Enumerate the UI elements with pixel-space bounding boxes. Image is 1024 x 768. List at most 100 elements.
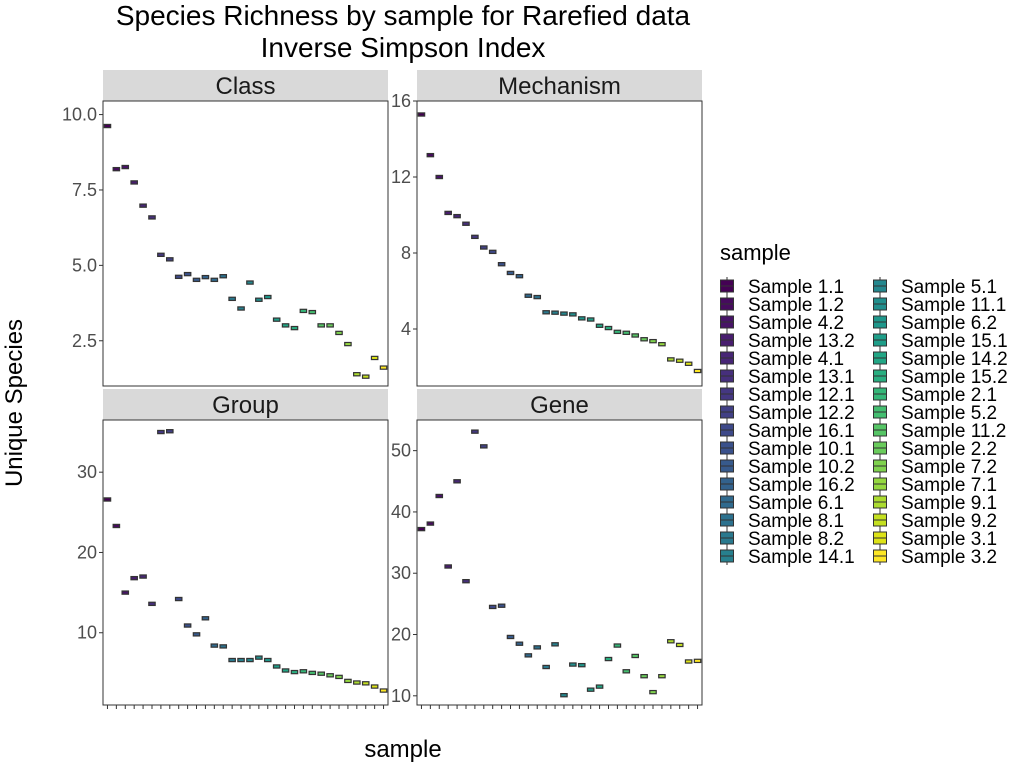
legend-label: Sample 5.1 xyxy=(901,277,997,298)
box-sample-3-2 xyxy=(379,365,388,370)
legend-label: Sample 4.1 xyxy=(748,349,844,370)
box-sample-6-2 xyxy=(577,662,586,668)
box-sample-15-1 xyxy=(272,317,281,322)
legend-label: Sample 15.2 xyxy=(901,367,1008,388)
y-tick-label: 4 xyxy=(401,319,411,339)
box-sample-15-1 xyxy=(586,317,595,322)
y-tick-label: 40 xyxy=(391,502,411,522)
box-sample-15-1 xyxy=(586,687,595,692)
box-sample-16-2 xyxy=(515,641,524,646)
box-sample-13-1 xyxy=(462,221,470,226)
box-sample-5-2 xyxy=(308,309,317,315)
box-sample-8-1 xyxy=(219,644,228,649)
box-sample-4-2 xyxy=(121,590,130,595)
box-sample-5-2 xyxy=(622,330,631,336)
strip-background xyxy=(103,70,388,101)
box-sample-5-1 xyxy=(560,311,568,316)
legend-item: Sample 1.2 xyxy=(720,295,844,316)
y-tick-label: 30 xyxy=(77,462,97,482)
box-sample-12-1 xyxy=(157,429,165,435)
y-tick-label: 10 xyxy=(391,686,411,706)
box-sample-4-1 xyxy=(453,213,461,219)
y-tick-label: 50 xyxy=(391,441,411,461)
strip-label: Mechanism xyxy=(498,73,621,100)
box-sample-2-2 xyxy=(326,673,334,678)
legend-item: Sample 8.1 xyxy=(720,511,844,532)
box-sample-6-2 xyxy=(577,316,586,321)
box-sample-7-1 xyxy=(344,678,352,684)
legend-item: Sample 12.1 xyxy=(720,385,855,406)
box-sample-2-2 xyxy=(640,673,648,679)
box-sample-8-2 xyxy=(228,657,236,663)
legend-label: Sample 3.2 xyxy=(901,547,997,568)
legend-item: Sample 16.2 xyxy=(720,475,855,496)
legend-item: Sample 11.1 xyxy=(873,295,1006,316)
box-sample-6-2 xyxy=(263,657,272,663)
legend-item: Sample 14.2 xyxy=(873,349,1008,370)
panel-area xyxy=(416,100,703,387)
box-sample-7-2 xyxy=(649,338,657,344)
box-sample-2-1 xyxy=(299,669,308,674)
box-sample-3-1 xyxy=(684,361,693,366)
legend-label: Sample 6.1 xyxy=(748,493,844,514)
x-axis-label: sample xyxy=(364,736,441,763)
legend-label: Sample 2.1 xyxy=(901,385,997,406)
box-sample-9-2 xyxy=(675,358,684,363)
legend-item: Sample 15.1 xyxy=(873,331,1008,352)
box-sample-3-1 xyxy=(684,659,693,664)
box-sample-1-1 xyxy=(417,112,426,117)
legend-item: Sample 13.1 xyxy=(720,367,855,388)
legend-label: Sample 4.2 xyxy=(748,313,844,334)
legend-label: Sample 16.1 xyxy=(748,421,855,442)
box-sample-13-1 xyxy=(462,578,470,584)
y-tick-label: 7.5 xyxy=(72,180,97,200)
box-sample-14-1 xyxy=(551,642,559,647)
legend-label: Sample 1.1 xyxy=(748,277,844,298)
legend-item: Sample 2.2 xyxy=(873,439,997,460)
strip-background xyxy=(417,389,702,420)
box-sample-11-2 xyxy=(631,653,640,659)
y-tick-label: 12 xyxy=(391,167,411,187)
box-sample-10-1 xyxy=(497,262,506,267)
box-sample-15-2 xyxy=(290,325,299,331)
box-sample-4-2 xyxy=(435,493,444,499)
box-sample-5-2 xyxy=(622,669,631,674)
y-tick-label: 2.5 xyxy=(72,331,97,351)
legend-label: Sample 9.1 xyxy=(901,493,997,514)
facet-panels: Class 2.5 5.0 7.5 10.0 Mechanism 4 8 12 16 Group 10… xyxy=(62,70,703,709)
legend-item: Sample 7.2 xyxy=(873,457,997,478)
box-sample-1-1 xyxy=(417,526,426,532)
legend-label: Sample 8.1 xyxy=(748,511,844,532)
box-sample-9-1 xyxy=(353,680,361,685)
box-sample-13-1 xyxy=(148,215,156,220)
box-sample-15-2 xyxy=(290,669,299,675)
box-sample-4-2 xyxy=(435,174,444,180)
y-axis-label: Unique Species xyxy=(1,319,28,487)
chart-subtitle: Inverse Simpson Index xyxy=(261,32,546,63)
legend-label: Sample 3.1 xyxy=(901,529,997,550)
box-sample-10-2 xyxy=(506,634,515,640)
box-sample-6-1 xyxy=(210,277,219,283)
panel-area xyxy=(102,419,389,706)
legend-item: Sample 16.1 xyxy=(720,421,855,442)
legend-label: Sample 2.2 xyxy=(901,439,997,460)
chart-title: Species Richness by sample for Rarefied … xyxy=(116,0,691,31)
box-sample-9-1 xyxy=(667,357,675,362)
strip-background xyxy=(103,389,388,420)
box-sample-14-2 xyxy=(281,323,290,328)
box-sample-9-1 xyxy=(667,639,675,644)
legend-label: Sample 12.1 xyxy=(748,385,855,406)
box-sample-10-1 xyxy=(183,271,192,277)
box-sample-2-2 xyxy=(640,337,648,342)
y-tick-label: 8 xyxy=(401,243,411,263)
legend-label: Sample 16.2 xyxy=(748,475,855,496)
legend-label: Sample 11.1 xyxy=(901,295,1006,316)
box-sample-10-2 xyxy=(506,270,515,276)
legend-label: Sample 14.2 xyxy=(901,349,1008,370)
box-sample-4-2 xyxy=(121,164,130,170)
box-sample-12-2 xyxy=(479,444,488,449)
box-sample-1-1 xyxy=(103,497,112,502)
box-sample-8-2 xyxy=(542,310,550,315)
